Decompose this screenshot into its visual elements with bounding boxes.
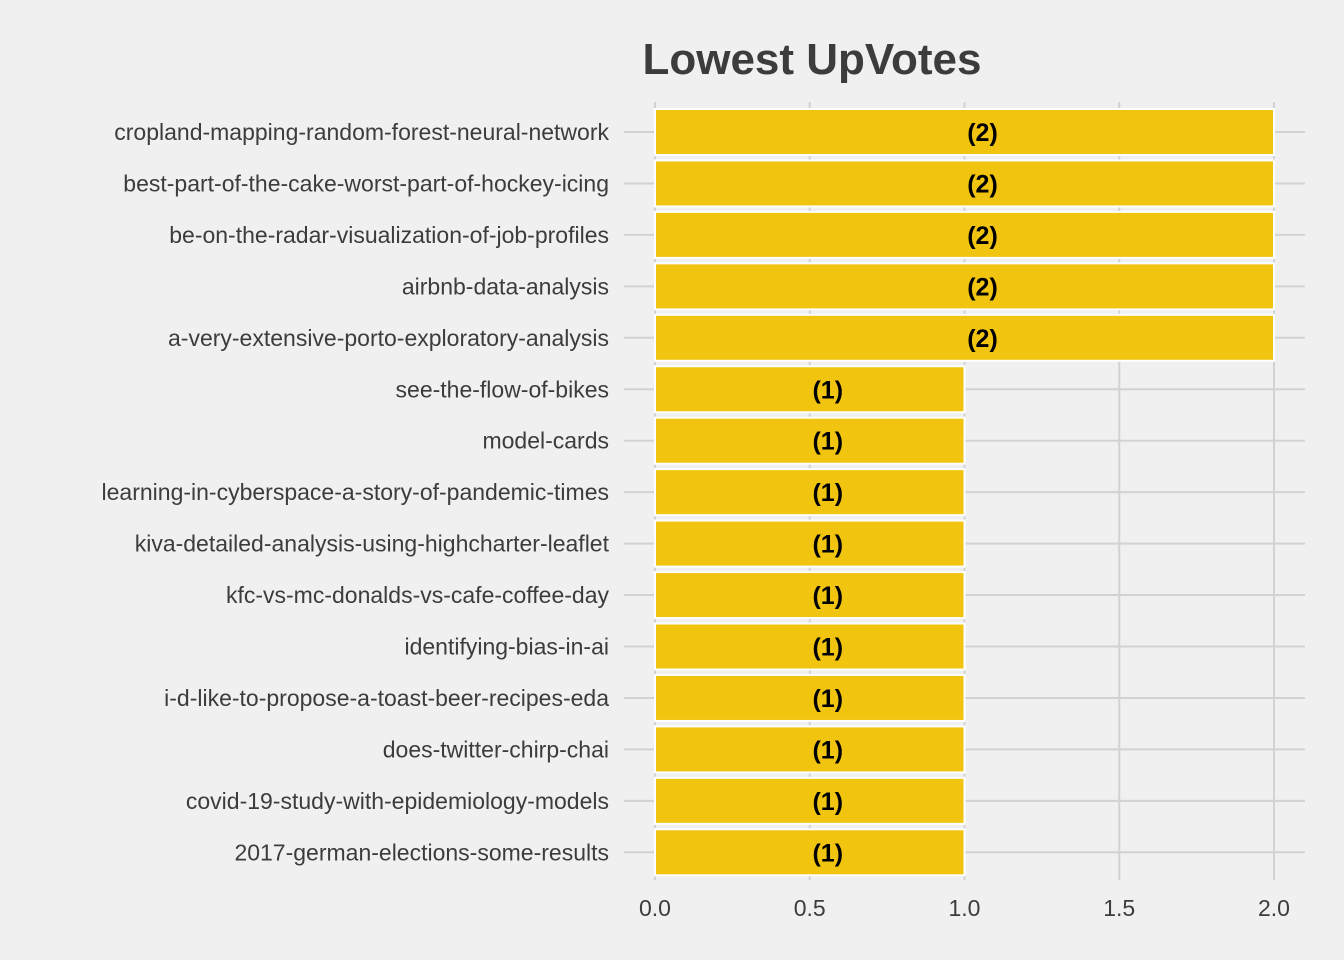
bars (654, 108, 1275, 877)
category-label: i-d-like-to-propose-a-toast-beer-recipes… (164, 685, 609, 711)
category-label: kiva-detailed-analysis-using-highcharter… (135, 531, 610, 557)
category-label: airbnb-data-analysis (402, 273, 609, 299)
category-label: a-very-extensive-porto-exploratory-analy… (168, 325, 609, 351)
bar (654, 416, 966, 465)
x-tick-label: 1.0 (949, 895, 981, 921)
chart-title: Lowest UpVotes (642, 35, 981, 84)
bar (654, 108, 1275, 156)
value-label: (1) (812, 428, 843, 456)
category-label: covid-19-study-with-epidemiology-models (186, 788, 609, 814)
value-label: (1) (812, 479, 843, 507)
category-label: best-part-of-the-cake-worst-part-of-hock… (123, 170, 609, 196)
value-label: (1) (812, 685, 843, 713)
value-label: (2) (967, 222, 998, 250)
category-label: model-cards (482, 428, 609, 454)
category-label: learning-in-cyberspace-a-story-of-pandem… (102, 479, 609, 505)
bar (654, 571, 966, 620)
bar (654, 519, 966, 568)
category-label: does-twitter-chirp-chai (383, 736, 609, 762)
value-label: (2) (967, 119, 998, 147)
bar (654, 159, 1275, 208)
value-labels: (2) (2) (2) (2) (2) (1) (1) (1) (1) (1) (1) (1) (1) (… (812, 119, 997, 867)
x-tick-label: 0.0 (639, 895, 671, 921)
category-label: see-the-flow-of-bikes (396, 376, 609, 402)
bar (654, 725, 966, 774)
bar (654, 776, 966, 825)
category-label: cropland-mapping-random-forest-neural-ne… (114, 119, 609, 145)
category-label: identifying-bias-in-ai (404, 634, 609, 660)
value-label: (1) (812, 634, 843, 662)
x-tick-label: 2.0 (1258, 895, 1290, 921)
bar (654, 622, 966, 671)
category-label: 2017-german-elections-some-results (234, 839, 609, 865)
value-label: (1) (812, 531, 843, 559)
value-label: (1) (812, 376, 843, 404)
value-label: (1) (812, 839, 843, 867)
value-label: (1) (812, 582, 843, 610)
category-label: kfc-vs-mc-donalds-vs-cafe-coffee-day (226, 582, 610, 608)
bar (654, 313, 1275, 362)
value-label: (2) (967, 170, 998, 198)
bar (654, 262, 1275, 311)
category-label: be-on-the-radar-visualization-of-job-pro… (169, 222, 609, 248)
x-tick-labels: 0.0 0.5 1.0 1.5 2.0 (639, 895, 1290, 921)
bar (654, 828, 966, 877)
bar (654, 365, 966, 414)
value-label: (2) (967, 325, 998, 353)
value-label: (1) (812, 788, 843, 816)
x-tick-label: 1.5 (1103, 895, 1135, 921)
category-labels: cropland-mapping-random-forest-neural-ne… (102, 119, 610, 865)
value-label: (2) (967, 273, 998, 301)
bar (654, 468, 966, 517)
x-tick-label: 0.5 (794, 895, 826, 921)
bar (654, 210, 1275, 259)
value-label: (1) (812, 736, 843, 764)
bar (654, 673, 966, 722)
